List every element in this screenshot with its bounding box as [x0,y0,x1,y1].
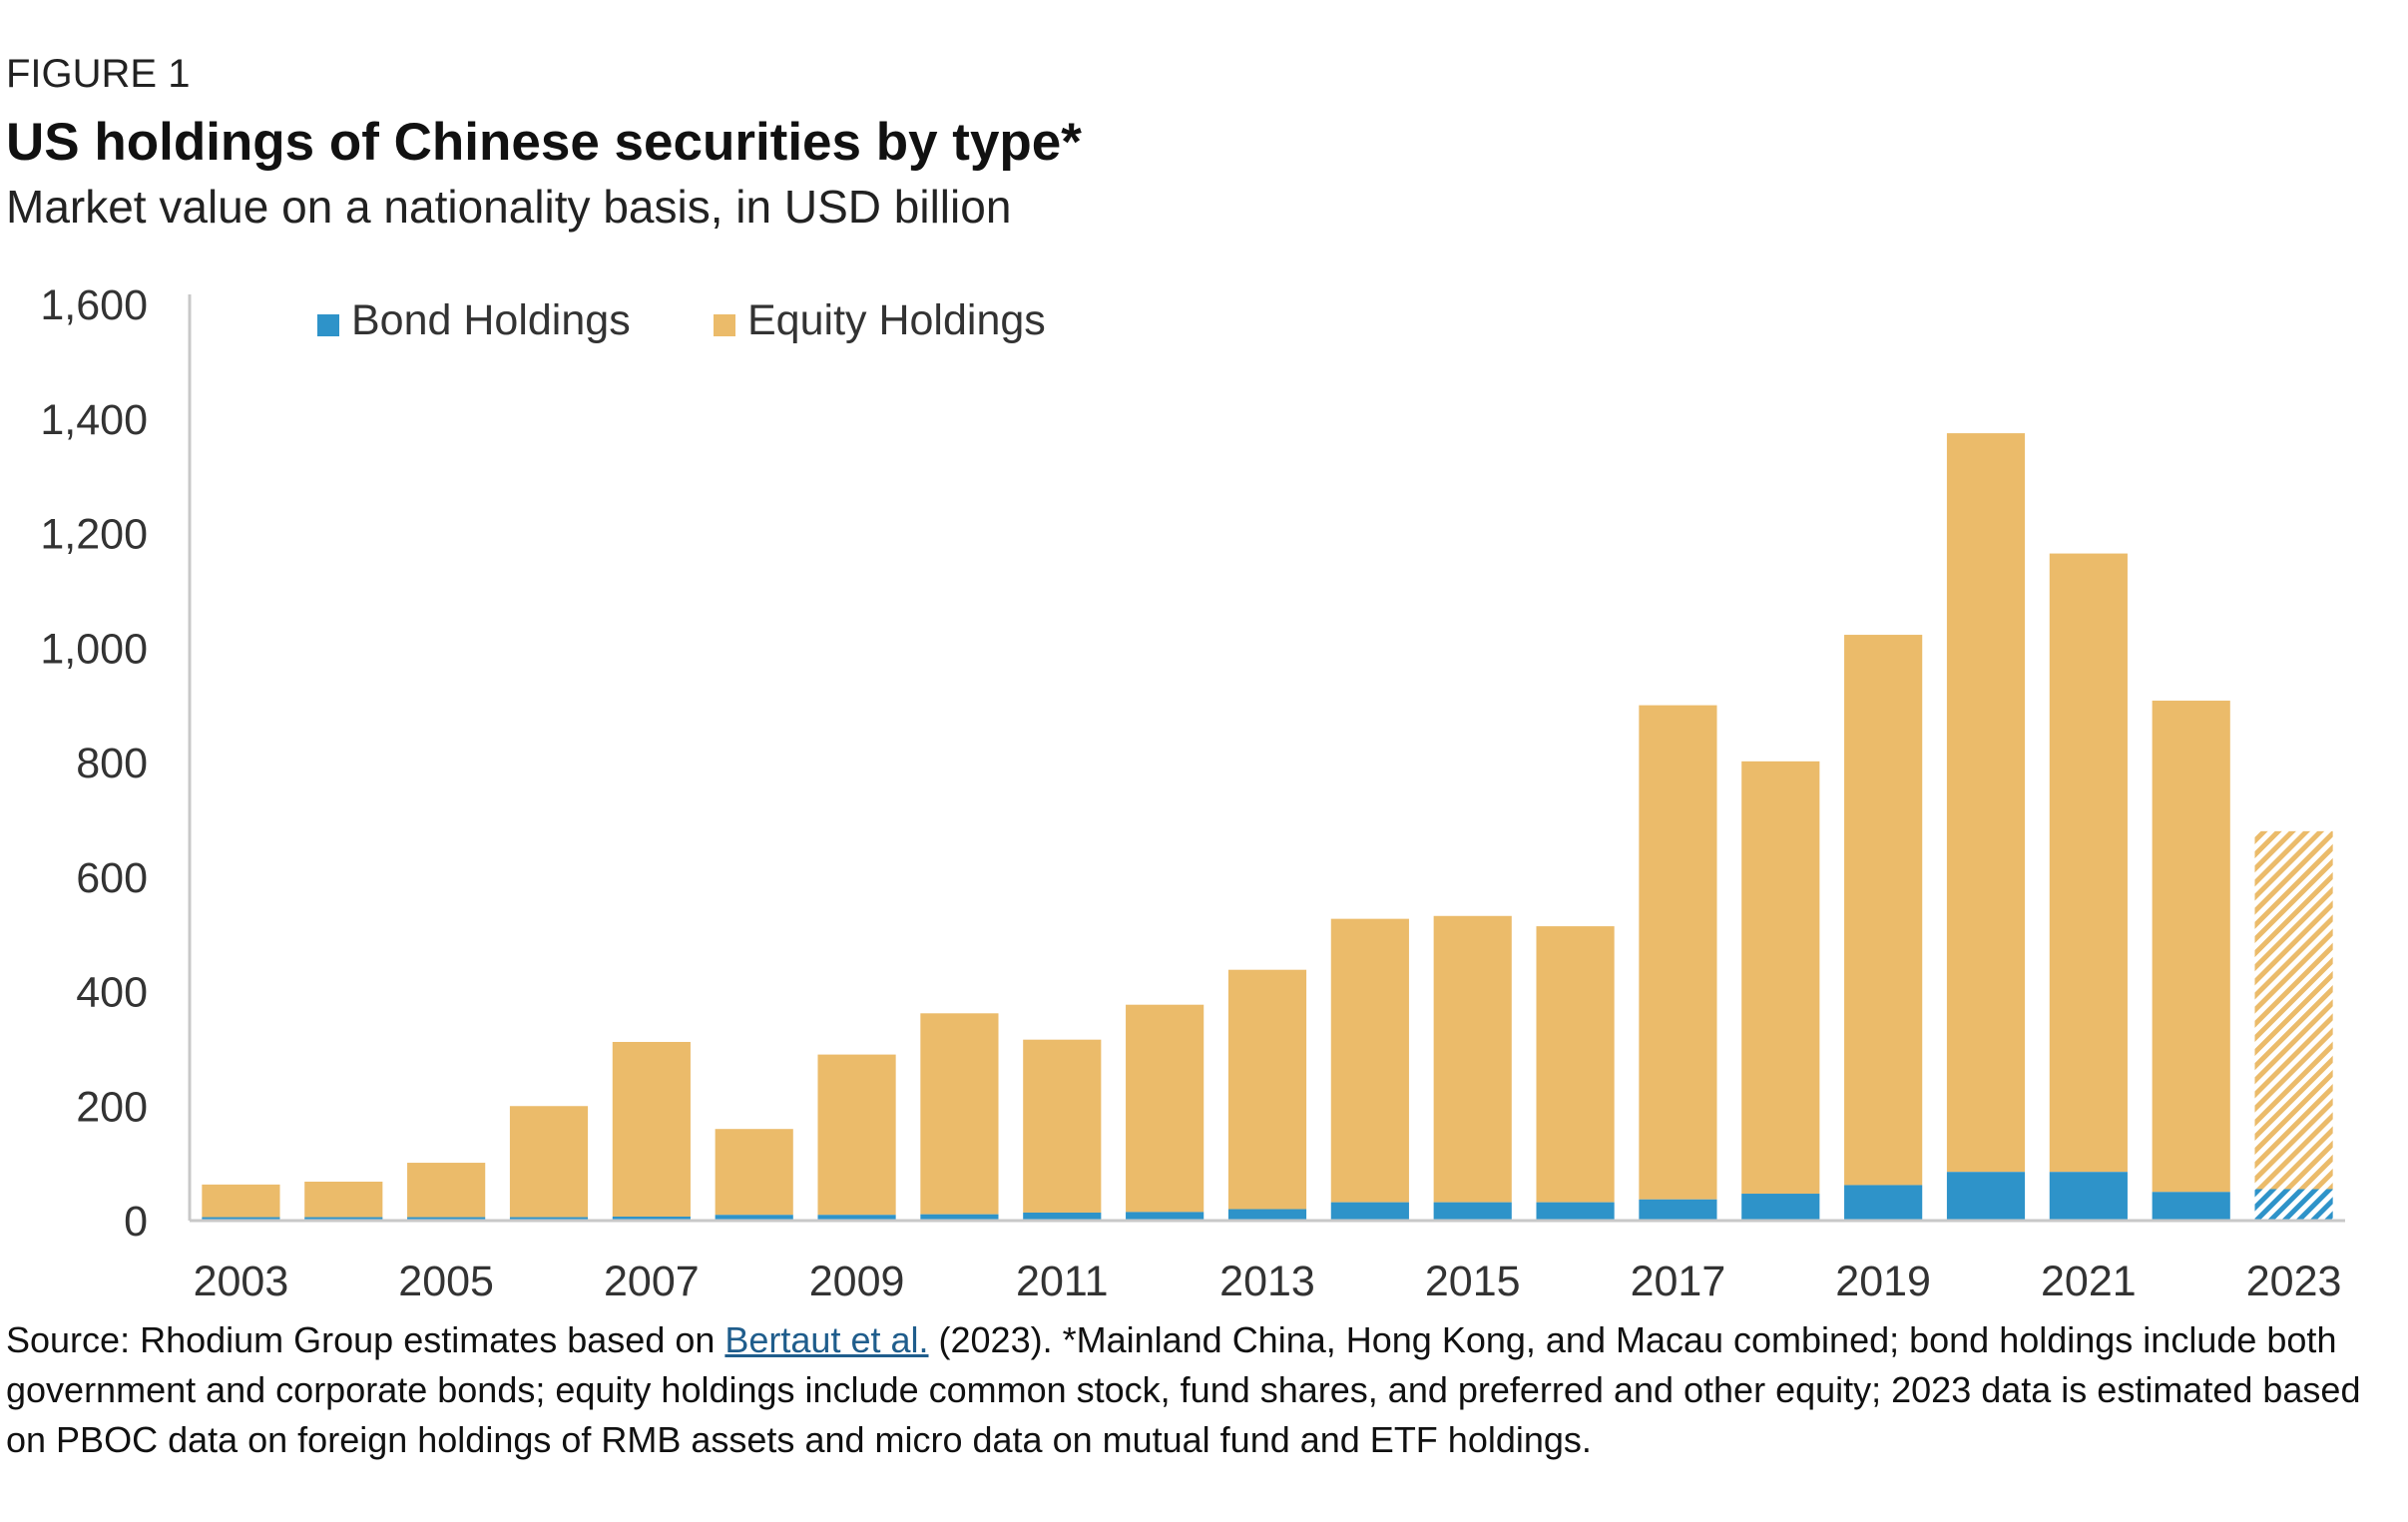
bar-bond-2019 [1844,1185,1923,1221]
bar-equity-2004 [304,1181,383,1218]
bar-bond-2007 [612,1216,691,1221]
bar-equity-2013 [1227,969,1307,1210]
bar-bond-2013 [1227,1209,1307,1221]
chart-title: US holdings of Chinese securities by typ… [6,113,1082,172]
chart-subtitle: Market value on a nationality basis, in … [6,181,1012,233]
bar-equity-2016 [1536,926,1615,1203]
x-tick-label: 2009 [809,1258,905,1305]
legend-label-bond: Bond Holdings [351,296,631,344]
x-tick-label: 2017 [1631,1258,1726,1305]
legend-swatch-bond [317,314,339,336]
legend: Bond Holdings Equity Holdings [317,296,1046,344]
bar-bond-2016 [1536,1202,1615,1221]
legend-label-equity: Equity Holdings [747,296,1046,344]
y-tick-label: 200 [76,1083,148,1131]
y-tick-label: 400 [76,969,148,1017]
bar-equity-2018 [1741,761,1820,1195]
y-tick-label: 1,400 [40,396,148,444]
figure-label: FIGURE 1 [6,52,191,96]
y-tick-label: 0 [124,1198,148,1246]
bar-equity-2023 [2254,830,2333,1190]
bar-bond-2017 [1639,1199,1717,1221]
bar-equity-2008 [715,1129,793,1216]
y-tick-label: 1,000 [40,625,148,673]
y-tick-label: 1,200 [40,511,148,559]
bar-equity-2011 [1023,1039,1102,1213]
bar-bond-2012 [1126,1212,1204,1221]
legend-swatch-equity [714,314,735,336]
y-tick-label: 1,600 [40,281,148,329]
bar-bond-2006 [509,1217,589,1221]
bar-bond-2003 [202,1217,280,1221]
x-tick-label: 2021 [2041,1258,2137,1305]
bar-equity-2020 [1946,433,2026,1173]
x-tick-label: 2013 [1219,1258,1315,1305]
bar-bond-2023 [2254,1189,2333,1221]
bar-bond-2004 [304,1217,383,1221]
bars [202,433,2333,1221]
bar-equity-2006 [509,1106,589,1218]
bar-equity-2017 [1639,705,1717,1200]
bar-equity-2005 [407,1163,486,1218]
bar-bond-2008 [715,1215,793,1221]
bar-equity-2021 [2049,553,2128,1173]
x-tick-label: 2019 [1835,1258,1931,1305]
x-tick-label: 2023 [2246,1258,2342,1305]
bar-bond-2022 [2152,1192,2230,1221]
source-note: Source: Rhodium Group estimates based on… [6,1315,2401,1465]
source-link[interactable]: Bertaut et al. [724,1319,929,1360]
bar-equity-2022 [2152,701,2230,1193]
bar-equity-2012 [1126,1004,1204,1213]
bar-equity-2010 [920,1013,999,1215]
bar-bond-2010 [920,1214,999,1221]
y-tick-label: 600 [76,854,148,902]
bar-bond-2021 [2049,1172,2128,1221]
x-tick-label: 2005 [398,1258,494,1305]
source-prefix: Source: Rhodium Group estimates based on [6,1319,725,1360]
bar-equity-2019 [1844,635,1923,1186]
bar-bond-2018 [1741,1194,1820,1221]
y-axis: 0 200 400 600 800 1,000 1,200 1,400 1,600 [40,281,192,1246]
x-tick-label: 2003 [194,1258,289,1305]
bar-equity-2007 [612,1041,691,1217]
x-tick-label: 2011 [1016,1258,1108,1305]
bar-equity-2009 [817,1054,896,1216]
y-tick-label: 800 [76,740,148,787]
bar-equity-2014 [1330,918,1409,1203]
bar-bond-2020 [1946,1172,2026,1221]
bar-bond-2009 [817,1215,896,1221]
source-suffix: (2023). *Mainland China, Hong Kong, and … [6,1319,2361,1460]
bar-equity-2003 [202,1184,280,1218]
x-axis: 2003 2005 2007 2009 2011 2013 2015 2017 2019 2021… [190,1219,2345,1305]
x-tick-label: 2015 [1425,1258,1521,1305]
bar-bond-2005 [407,1217,486,1221]
bar-equity-2015 [1433,915,1512,1203]
bar-bond-2014 [1330,1202,1409,1221]
bar-bond-2015 [1433,1202,1512,1221]
x-tick-label: 2007 [604,1258,700,1305]
bar-bond-2011 [1023,1212,1102,1221]
